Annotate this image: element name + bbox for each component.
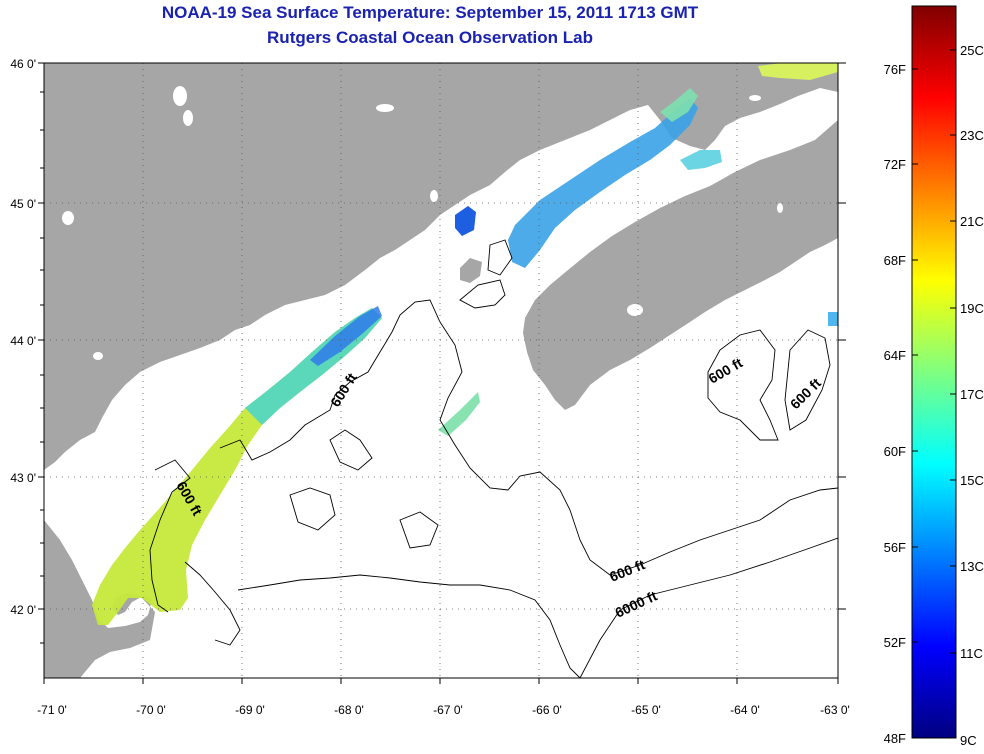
lat-lon-grid: [44, 63, 838, 678]
colorbar-f-label: 76F: [884, 62, 906, 77]
colorbar-c-label: 17C: [960, 387, 984, 402]
land-us-canada: [44, 63, 838, 470]
lon-label: -70 0': [136, 703, 166, 717]
land-nova-scotia: [523, 120, 838, 410]
colorbar-f-label: 72F: [884, 157, 906, 172]
colorbar-ticks: [912, 49, 956, 654]
colorbar-c-label: 19C: [960, 301, 984, 316]
lon-label: -66 0': [532, 703, 562, 717]
colorbar-f-label: 56F: [884, 540, 906, 555]
map-title: NOAA-19 Sea Surface Temperature: Septemb…: [161, 3, 699, 22]
sst-swath-cold-core: [310, 306, 382, 366]
lat-label: 46 0': [10, 57, 36, 71]
lon-label: -64 0': [730, 703, 760, 717]
colorbar-c-label: 9C: [960, 733, 977, 748]
lon-label: -71 0': [37, 703, 67, 717]
map-subtitle: Rutgers Coastal Ocean Observation Lab: [267, 28, 593, 47]
map-frame: [43, 62, 839, 679]
lat-label: 43 0': [10, 471, 36, 485]
bathymetry-contours: [149, 239, 838, 678]
lon-label: -63 0': [820, 703, 850, 717]
sst-east-patch: [828, 312, 838, 326]
colorbar-f-label: 52F: [884, 635, 906, 650]
sst-swath-bay-of-fundy: [508, 98, 698, 268]
axis-ticks: [38, 62, 846, 684]
sst-passamaquoddy: [455, 206, 476, 236]
lon-label: -67 0': [433, 703, 463, 717]
land-grand-manan: [460, 258, 482, 283]
sst-georges-patch: [438, 392, 480, 436]
lat-label: 42 0': [10, 603, 36, 617]
sst-swath-gulf-of-maine: [92, 308, 382, 625]
colorbar-c-label: 13C: [960, 559, 984, 574]
sst-fundy-head: [660, 88, 698, 122]
colorbar-c-label: 11C: [960, 646, 983, 661]
lon-label: -68 0': [334, 703, 364, 717]
colorbar-c-label: 21C: [960, 214, 984, 229]
inland-lakes: [62, 86, 783, 360]
lon-label: -65 0': [631, 703, 661, 717]
lon-label: -69 0': [235, 703, 265, 717]
colorbar-f-label: 60F: [884, 444, 906, 459]
lat-label: 44 0': [10, 334, 36, 348]
sst-minas-basin: [680, 150, 722, 170]
colorbar-c-label: 23C: [960, 128, 984, 143]
colorbar-c-label: 25C: [960, 43, 984, 58]
land-cape-cod: [44, 520, 155, 678]
colorbar-f-label: 64F: [884, 348, 906, 363]
lat-label: 45 0': [10, 197, 36, 211]
sst-nb-corner: [758, 63, 838, 80]
colorbar-f-label: 48F: [884, 731, 906, 746]
colorbar-c-label: 15C: [960, 473, 984, 488]
colorbar: [911, 5, 957, 739]
colorbar-f-label: 68F: [884, 253, 906, 268]
